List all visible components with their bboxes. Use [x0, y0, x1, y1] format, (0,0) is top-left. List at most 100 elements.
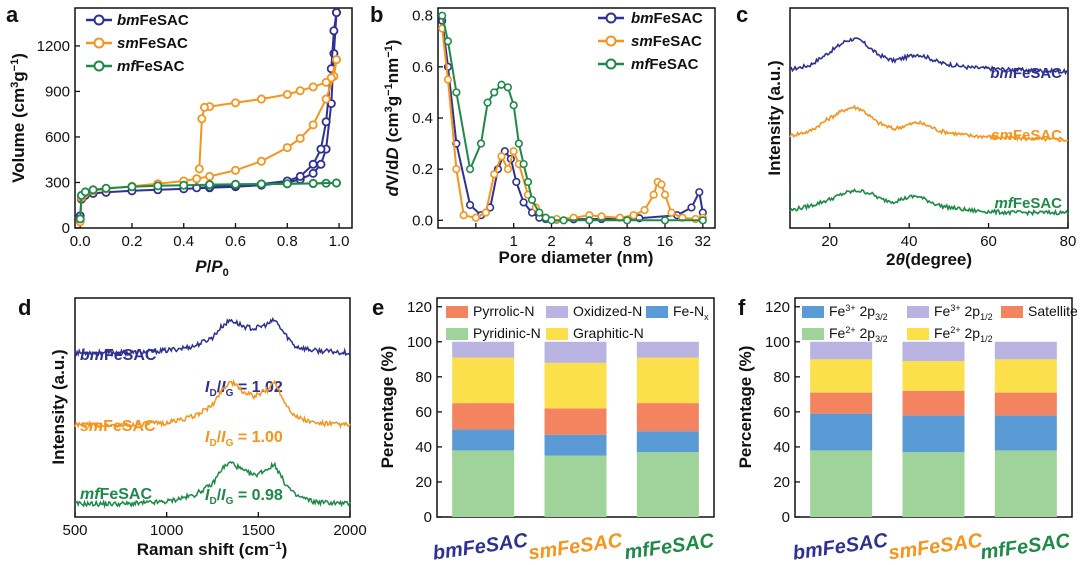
bar-segment-graphitic [636, 357, 699, 404]
legend-label-bm: bmFeSAC [117, 12, 189, 29]
data-point-mf [205, 180, 215, 190]
bar-segment-fe3b [994, 341, 1057, 360]
x-tick-label: 80 [1060, 233, 1077, 250]
data-point-sm [321, 94, 331, 104]
data-point-bm [465, 200, 475, 210]
bar-segment-fe2 [994, 450, 1057, 517]
data-point-mf [101, 183, 111, 193]
plot-frame-c [789, 7, 1069, 229]
x-tick-label: 500 [62, 522, 87, 539]
bar-segment-oxidized [452, 341, 515, 358]
bar-segment-fe3 [810, 413, 873, 451]
x-tick-label: 20 [821, 233, 838, 250]
legend-label-graphitic: Graphitic-N [573, 325, 644, 341]
bar-segment-fe2b [994, 359, 1057, 393]
x-tick-label: 2000 [333, 522, 366, 539]
data-point-sm [459, 211, 468, 220]
y-tick-label: 0.2 [412, 161, 433, 178]
legend-label-pyridinic: Pyridinic-N [473, 325, 541, 341]
x-tick-label: 1.0 [329, 233, 350, 250]
data-point-sm [597, 212, 606, 221]
series-line-mf [789, 188, 1069, 217]
x-tick-label: 60 [980, 233, 997, 250]
data-point-mf [127, 182, 137, 192]
category-label-sm: smFeSAC [887, 529, 984, 564]
y-axis-label: Percentage (%) [378, 346, 397, 469]
bar-segment-pyridinic [544, 455, 607, 517]
legend-swatch-fe3b [907, 306, 929, 318]
y-tick-label: 0 [424, 509, 432, 526]
legend-marker-bm [93, 14, 105, 26]
data-point-mf [465, 165, 475, 174]
data-point-bm [687, 203, 696, 212]
legend-label-fe2: Fe2+ 2p3/2 [829, 325, 888, 344]
data-point-sm [657, 180, 666, 189]
y-axis-label: Intensity (a.u.) [49, 349, 68, 464]
data-point-mf [660, 216, 670, 225]
bar-segment-graphitic [544, 362, 607, 409]
data-point-mf [527, 195, 537, 204]
y-tick-label: 80 [415, 369, 432, 386]
y-tick-label: 0.8 [412, 8, 433, 25]
bar-segment-fe3 [902, 415, 965, 453]
data-point-sm [192, 174, 202, 184]
data-point-sm [205, 171, 215, 181]
panel-d: d 500 1000 1500 2000 Raman shift (cm−1) Intens… [18, 295, 367, 559]
legend-label-fen: Fe-Nx [673, 303, 709, 322]
data-point-sm [194, 164, 204, 174]
bar-segment-pyrrolic [452, 403, 515, 430]
x-tick-label: 8 [623, 233, 631, 250]
panel-label: a [6, 2, 19, 27]
plot-frame-a [74, 7, 353, 229]
category-label-sm: smFeSAC [527, 529, 624, 564]
y-tick-label: 600 [45, 129, 70, 146]
series-line-mf [441, 15, 703, 222]
data-point-mf [509, 101, 518, 110]
bar-segment-fen [452, 429, 515, 451]
legend-label-bm: bmFeSAC [631, 10, 703, 27]
category-label-mf: mfFeSAC [623, 530, 716, 564]
data-point-bm [316, 159, 326, 169]
data-point-sm [490, 170, 499, 179]
bar-segment-fe2b [810, 359, 873, 393]
data-point-mf [256, 179, 266, 189]
x-tick-label: 0.2 [122, 233, 143, 250]
y-tick-label: 60 [415, 404, 432, 421]
bar-segment-oxidized [544, 341, 607, 363]
x-tick-label: 1000 [150, 522, 183, 539]
y-tick-label: 0.6 [412, 59, 433, 76]
bar-segment-fe3 [994, 415, 1057, 451]
y-axis-label: Intensity (a.u.) [765, 60, 784, 175]
legend-marker-mf [93, 60, 105, 72]
bar-segment-sat [994, 392, 1057, 416]
legend-label-mf: mfFeSAC [631, 56, 699, 73]
data-point-sm [509, 147, 518, 156]
data-point-sm [282, 89, 292, 99]
data-point-mf [559, 216, 568, 225]
y-tick-label: 0.0 [412, 212, 433, 229]
series-label-sm: smFeSAC [991, 127, 1062, 144]
series-line-bm [789, 37, 1069, 76]
y-tick-label: 40 [773, 439, 790, 456]
panel-label: e [372, 295, 384, 320]
data-point-mf [623, 216, 632, 225]
data-point-sm [308, 120, 318, 130]
data-point-sm [503, 165, 513, 174]
category-label-mf: mfFeSAC [979, 530, 1072, 564]
x-tick-label: 1 [509, 233, 517, 250]
panel-label: d [18, 295, 31, 320]
data-point-sm [443, 75, 453, 84]
panel-e: e 0 20 40 60 80 100 120 Percentage (%) bmFeSACsmF… [372, 295, 716, 565]
series-line-bm [441, 20, 704, 221]
data-point-sm [295, 133, 305, 143]
legend-marker-mf [605, 58, 617, 70]
y-tick-label: 120 [407, 299, 432, 316]
panel-label: c [736, 2, 748, 27]
data-point-sm [231, 165, 241, 175]
data-point-sm [481, 208, 490, 217]
data-point-sm [497, 152, 506, 161]
legend-swatch-graphitic [546, 328, 568, 340]
x-tick-label: 32 [694, 233, 711, 250]
panel-c: c 20 40 60 80 2θ(degree) Intensity (a.u.) bmFeS… [736, 2, 1076, 269]
